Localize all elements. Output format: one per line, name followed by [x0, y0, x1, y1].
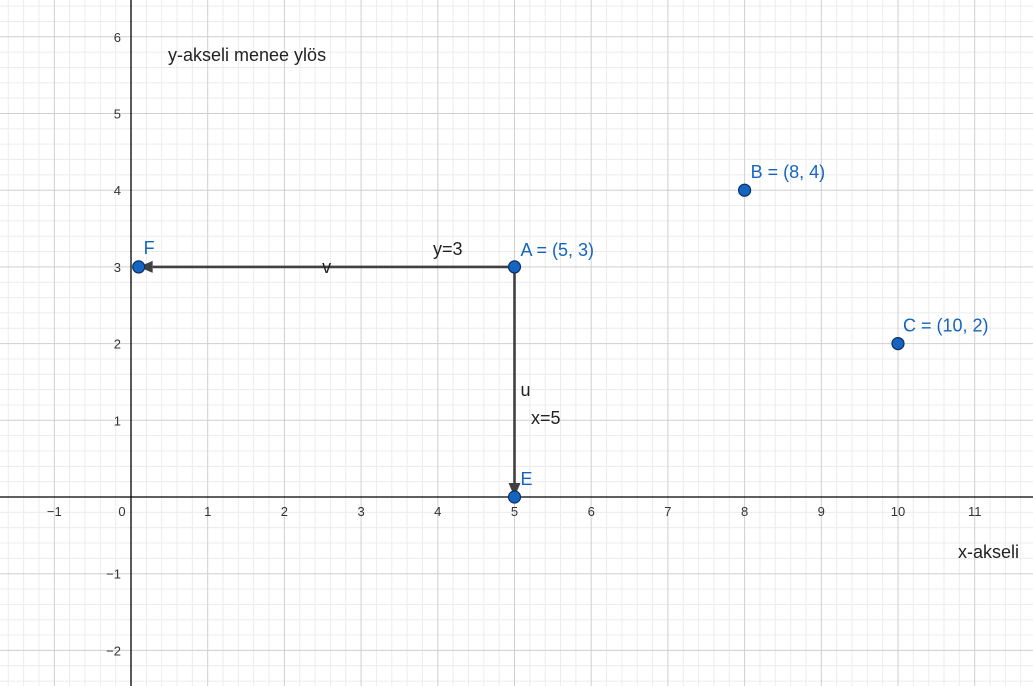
- y-tick-label: 2: [114, 337, 121, 352]
- point-c-label: C = (10, 2): [903, 316, 989, 336]
- x-tick-label: 3: [357, 504, 364, 519]
- x-tick-label: 7: [664, 504, 671, 519]
- points: A = (5, 3) B = (8, 4) C = (10, 2) E F: [132, 162, 989, 504]
- annotation-y-equals-3: y=3: [433, 239, 463, 259]
- x-tick-label: 8: [741, 504, 748, 519]
- tick-labels: −1 0 1 2 3 4 5 6 7 8 9 10 11 −2 −1 1 2 3 4 5 6: [47, 30, 982, 659]
- x-tick-label: 6: [588, 504, 595, 519]
- point-c: [891, 337, 905, 351]
- y-tick-label: 1: [114, 413, 121, 428]
- x-tick-label: 10: [891, 504, 905, 519]
- y-tick-label: 4: [114, 183, 121, 198]
- point-f: [132, 260, 146, 274]
- x-tick-label: 0: [118, 504, 125, 519]
- x-tick-label: −1: [47, 504, 62, 519]
- vector-u-arrowhead: [508, 483, 521, 497]
- point-b: [737, 183, 752, 197]
- y-tick-label: 5: [114, 107, 121, 122]
- x-tick-label: 11: [968, 504, 982, 519]
- vector-u-label: u: [521, 380, 531, 400]
- point-e: [507, 490, 522, 504]
- vector-v-label: v: [322, 257, 331, 277]
- point-f-label: F: [144, 238, 155, 258]
- point-a-label: A = (5, 3): [521, 240, 595, 260]
- x-tick-label: 2: [281, 504, 288, 519]
- point-e-label: E: [521, 469, 533, 489]
- vector-v-arrowhead: [138, 260, 153, 273]
- x-tick-label: 1: [204, 504, 211, 519]
- annotation-x-equals-5: x=5: [531, 408, 561, 428]
- y-tick-label: 6: [114, 30, 121, 45]
- x-tick-label: 4: [434, 504, 441, 519]
- y-tick-label: 3: [114, 260, 121, 275]
- x-tick-label: 5: [511, 504, 518, 519]
- y-tick-label: −1: [106, 567, 121, 582]
- x-axis-caption: x-akseli: [958, 542, 1019, 562]
- vectors: vu: [138, 257, 531, 497]
- y-axis-caption: y-akseli menee ylös: [168, 45, 326, 65]
- y-tick-label: −2: [106, 643, 121, 658]
- x-tick-label: 9: [818, 504, 825, 519]
- point-a: [507, 260, 522, 274]
- point-b-label: B = (8, 4): [751, 162, 826, 182]
